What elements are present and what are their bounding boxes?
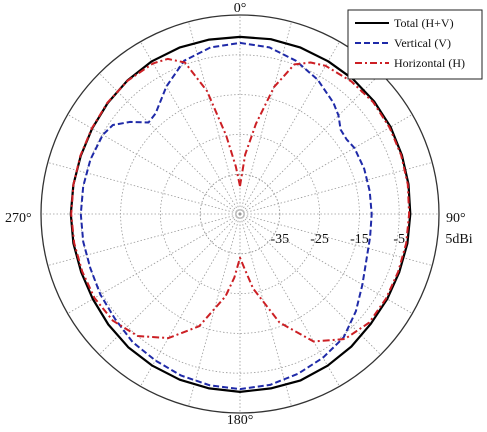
angular-spoke <box>47 213 241 266</box>
legend-label-1: Total (H+V) <box>394 16 454 30</box>
series-line-2 <box>79 41 373 391</box>
radial-tick-label: -5 <box>393 232 405 247</box>
angle-label-0: 0° <box>234 1 247 16</box>
angle-label-270: 270° <box>5 211 32 226</box>
series-line-3 <box>70 57 411 343</box>
legend-label-3: Horizontal (H) <box>394 56 465 70</box>
radial-tick-label: -15 <box>350 232 369 247</box>
polar-labels: 0° 90° 180° 270° -35 -25 -15 -5 5dBi <box>5 1 473 428</box>
angular-spoke <box>140 41 241 215</box>
angular-spoke <box>239 162 433 215</box>
angular-spoke <box>188 21 241 215</box>
angular-spoke <box>239 21 292 215</box>
radial-tick-label: -25 <box>310 232 329 247</box>
angular-spoke <box>239 213 413 314</box>
angular-spoke <box>67 114 241 215</box>
polar-grid <box>40 14 440 414</box>
angular-spoke <box>239 213 292 407</box>
angular-spoke <box>239 213 433 266</box>
polar-series-group <box>69 35 412 393</box>
outer-ring <box>40 14 440 414</box>
radial-grid-ring <box>159 133 320 294</box>
radial-grid-ring <box>80 54 400 374</box>
radial-tick-label: -35 <box>270 232 289 247</box>
angular-spoke <box>99 73 241 215</box>
legend-box <box>347 9 483 80</box>
angle-label-180: 180° <box>227 413 254 428</box>
angular-spoke <box>99 213 241 355</box>
angular-spoke <box>239 41 340 215</box>
radial-unit-label: 5dBi <box>445 232 472 247</box>
angular-spoke <box>239 73 381 215</box>
angular-spoke <box>67 213 241 314</box>
angular-spoke <box>140 213 241 387</box>
legend: Total (H+V) Vertical (V) Horizontal (H) <box>347 9 483 80</box>
angle-label-90: 90° <box>446 211 466 226</box>
legend-label-2: Vertical (V) <box>394 36 451 50</box>
angular-spoke <box>47 162 241 215</box>
angular-spoke <box>239 114 413 215</box>
